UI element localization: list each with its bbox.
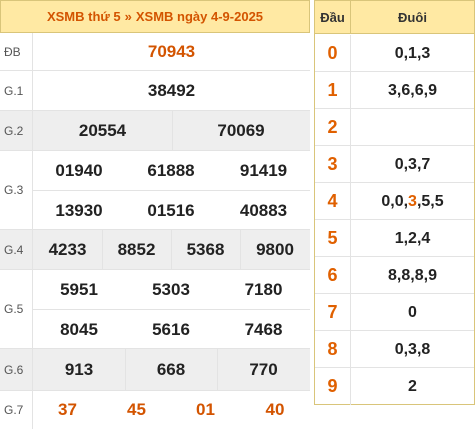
- prize-row-db: ĐB 70943: [0, 33, 310, 71]
- divider: [102, 230, 103, 269]
- loto-tail: 0,0, 3,5,5: [351, 183, 474, 220]
- header-link-thu5[interactable]: XSMB thứ 5: [46, 9, 121, 24]
- prize-number-g3: 01516: [147, 200, 195, 220]
- prize-number-g4: 9800: [256, 240, 294, 259]
- loto-head: 1: [315, 72, 351, 109]
- loto-head-label: Đầu: [315, 1, 351, 34]
- prize-number-g3: 13930: [55, 200, 103, 220]
- header-separator: »: [124, 9, 132, 24]
- loto-tail: 0: [408, 303, 417, 321]
- loto-row-3: 3 0,3,7: [315, 146, 474, 183]
- prize-number-g6: 770: [249, 360, 278, 379]
- prize-number-g7: 37: [58, 400, 77, 419]
- loto-row-5: 5 1,2,4: [315, 220, 474, 257]
- prize-row-g3: G.3 01940 61888 91419 13930 01516 40883: [0, 151, 310, 230]
- loto-head: 8: [315, 331, 351, 368]
- divider: [33, 190, 310, 191]
- prize-row-g4: G.4 4233 8852 5368 9800: [0, 230, 310, 270]
- loto-row-1: 1 3,6,6,9: [315, 72, 474, 109]
- loto-head: 9: [315, 368, 351, 405]
- divider: [33, 309, 310, 310]
- prize-number-g2: 20554: [78, 121, 127, 140]
- prize-number-g3: 91419: [239, 160, 288, 180]
- loto-head: 0: [315, 35, 351, 72]
- prize-number-g4: 5368: [186, 240, 225, 259]
- prize-number-g4: 8852: [117, 240, 156, 259]
- divider: [125, 349, 126, 390]
- loto-row-8: 8 0,3,8: [315, 331, 474, 368]
- loto-row-2: 2: [315, 109, 474, 146]
- loto-row-0: 0 0,1,3: [315, 35, 474, 72]
- prize-row-g6: G.6 913 668 770: [0, 349, 310, 391]
- loto-tail-part: 0,0,: [381, 192, 409, 210]
- prize-number-g5: 7180: [244, 279, 283, 299]
- prize-number-g7: 01: [196, 400, 215, 419]
- loto-tail-highlight: 3: [408, 192, 417, 210]
- loto-head: 4: [315, 183, 351, 220]
- prize-label-g5: G.5: [0, 270, 33, 348]
- loto-tail: 0,3,7: [394, 155, 431, 173]
- loto-tail: 0,3,8: [394, 340, 431, 358]
- prize-row-g1: G.1 38492: [0, 71, 310, 111]
- loto-row-4: 4 0,0, 3,5,5: [315, 183, 474, 220]
- prize-label-db: ĐB: [0, 33, 33, 70]
- prize-number-g5: 5951: [60, 279, 98, 299]
- prize-number-g6: 668: [156, 360, 186, 379]
- prize-number-g5: 5303: [152, 279, 190, 299]
- prize-number-g6: 913: [64, 360, 94, 379]
- loto-head: 6: [315, 257, 351, 294]
- loto-head: 2: [315, 109, 351, 146]
- loto-row-7: 7 0: [315, 294, 474, 331]
- prize-number-g7: 45: [127, 400, 146, 419]
- loto-tail: [351, 109, 474, 146]
- loto-row-9: 9 2: [315, 368, 474, 405]
- divider: [172, 111, 173, 150]
- loto-table: Đầu Đuôi 0 0,1,3 1 3,6,6,9 2 3 0,3,7 4 0…: [314, 0, 475, 405]
- loto-tail: 8,8,8,9: [388, 266, 437, 284]
- divider: [171, 230, 172, 269]
- results-header: XSMB thứ 5 » XSMB ngày 4-9-2025: [0, 0, 310, 33]
- loto-head: 7: [315, 294, 351, 331]
- prize-number-g2: 70069: [217, 121, 265, 140]
- prize-number-g7: 40: [265, 400, 285, 419]
- prize-row-g7: G.7 37 45 01 40: [0, 391, 310, 429]
- prize-label-g1: G.1: [0, 71, 33, 110]
- loto-header: Đầu Đuôi: [315, 1, 474, 34]
- prize-row-g5: G.5 5951 5303 7180 8045 5616 7468: [0, 270, 310, 349]
- prize-label-g7: G.7: [0, 391, 33, 429]
- prize-number-g5: 5616: [152, 319, 190, 339]
- prize-number-g5: 7468: [244, 319, 283, 339]
- prize-label-g4: G.4: [0, 230, 33, 269]
- loto-tail: 3,6,6,9: [388, 81, 437, 99]
- results-table: XSMB thứ 5 » XSMB ngày 4-9-2025 ĐB 70943…: [0, 0, 310, 429]
- divider: [217, 349, 218, 390]
- prize-number-g1: 38492: [147, 81, 196, 100]
- loto-tail-label: Đuôi: [398, 10, 427, 25]
- loto-row-6: 6 8,8,8,9: [315, 257, 474, 294]
- loto-tail: 0,1,3: [394, 44, 431, 62]
- prize-number-g3: 01940: [55, 160, 103, 180]
- prize-number-db: 70943: [147, 42, 196, 61]
- prize-label-g2: G.2: [0, 111, 33, 150]
- prize-label-g6: G.6: [0, 349, 33, 390]
- prize-label-g3: G.3: [0, 151, 33, 229]
- prize-number-g3: 61888: [147, 160, 195, 180]
- header-link-date[interactable]: XSMB ngày 4-9-2025: [135, 9, 264, 24]
- prize-row-g2: G.2 20554 70069: [0, 111, 310, 151]
- prize-number-g5: 8045: [60, 319, 98, 339]
- prize-number-g4: 4233: [48, 240, 87, 259]
- loto-head: 5: [315, 220, 351, 257]
- loto-head: 3: [315, 146, 351, 183]
- loto-tail-part: ,5,5: [416, 192, 444, 210]
- divider: [240, 230, 241, 269]
- prize-number-g3: 40883: [239, 200, 288, 220]
- loto-tail: 2: [408, 377, 417, 395]
- loto-tail: 1,2,4: [394, 229, 431, 247]
